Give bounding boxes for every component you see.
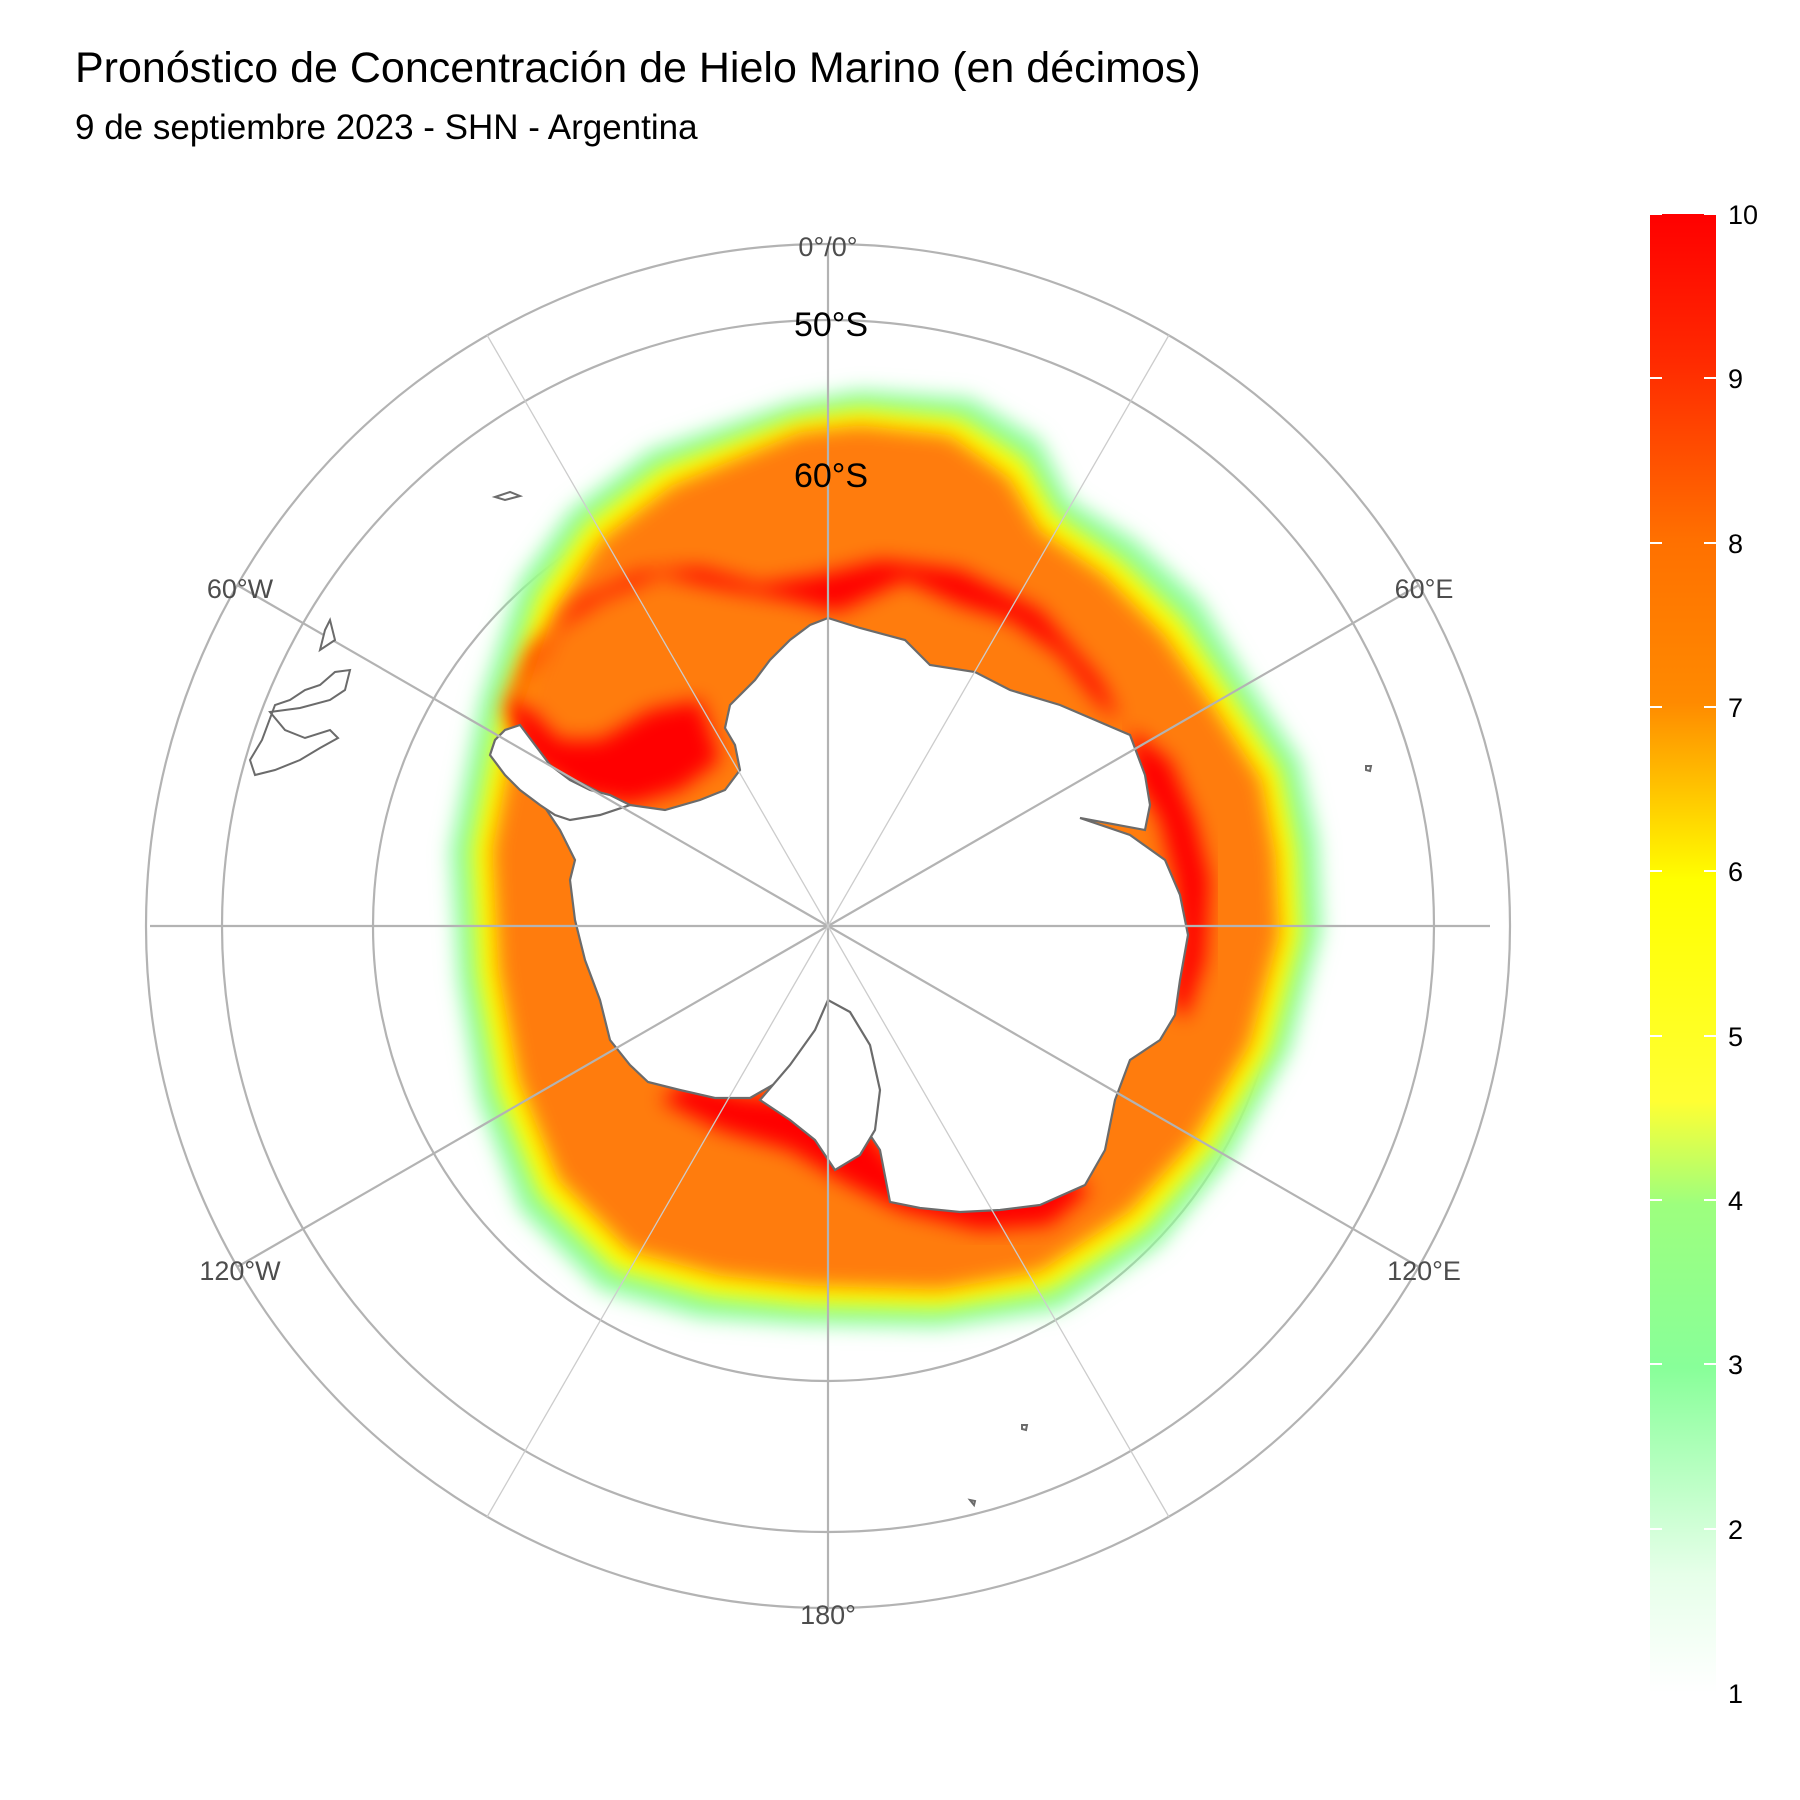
lat-label-50s: 50°S [794, 306, 868, 344]
colorbar-tick-7: 7 [1728, 693, 1743, 723]
campbell-island [1021, 1424, 1029, 1432]
lon-label-120w: 120°W [199, 1256, 281, 1286]
colorbar-tick-10: 10 [1728, 200, 1758, 230]
colorbar-tick-1: 1 [1728, 1679, 1743, 1709]
colorbar-ticks [1650, 213, 1716, 1694]
kerguelen-island [1365, 765, 1373, 773]
colorbar-tick-6: 6 [1728, 857, 1743, 887]
lon-label-180: 180° [800, 1600, 856, 1630]
colorbar [1650, 214, 1716, 1693]
lon-label-120e: 120°E [1387, 1256, 1461, 1286]
colorbar-tick-5: 5 [1728, 1022, 1743, 1052]
outlying-land [248, 490, 1373, 1508]
lat-label-60s: 60°S [794, 457, 868, 495]
lon-label-60e: 60°E [1395, 574, 1454, 604]
lon-label-60w: 60°W [207, 574, 274, 604]
colorbar-tick-3: 3 [1728, 1350, 1743, 1380]
colorbar-tick-4: 4 [1728, 1186, 1743, 1216]
colorbar-tick-2: 2 [1728, 1515, 1743, 1545]
lon-label-0: 0°/0° [798, 232, 857, 262]
longitude-labels: 0°/0° 60°E 120°E 180° 120°W 60°W [199, 232, 1461, 1630]
meridians [150, 244, 1490, 1608]
macquarie-island [967, 1498, 977, 1508]
map-subtitle: 9 de septiembre 2023 - SHN - Argentina [75, 108, 698, 147]
colorbar-legend: 10 9 8 7 6 5 4 3 2 1 [1650, 200, 1758, 1709]
latitude-labels: 50°S 60°S [794, 306, 868, 495]
colorbar-tick-8: 8 [1728, 529, 1743, 559]
map-title: Pronóstico de Concentración de Hielo Mar… [75, 44, 1201, 92]
south-america-tip [248, 668, 352, 777]
ross-ice-shelf [758, 998, 882, 1172]
ice-core-red-weddell [505, 560, 1120, 805]
south-georgia-island [491, 490, 524, 502]
south-america-coast [318, 617, 337, 653]
colorbar-tick-9: 9 [1728, 364, 1743, 394]
